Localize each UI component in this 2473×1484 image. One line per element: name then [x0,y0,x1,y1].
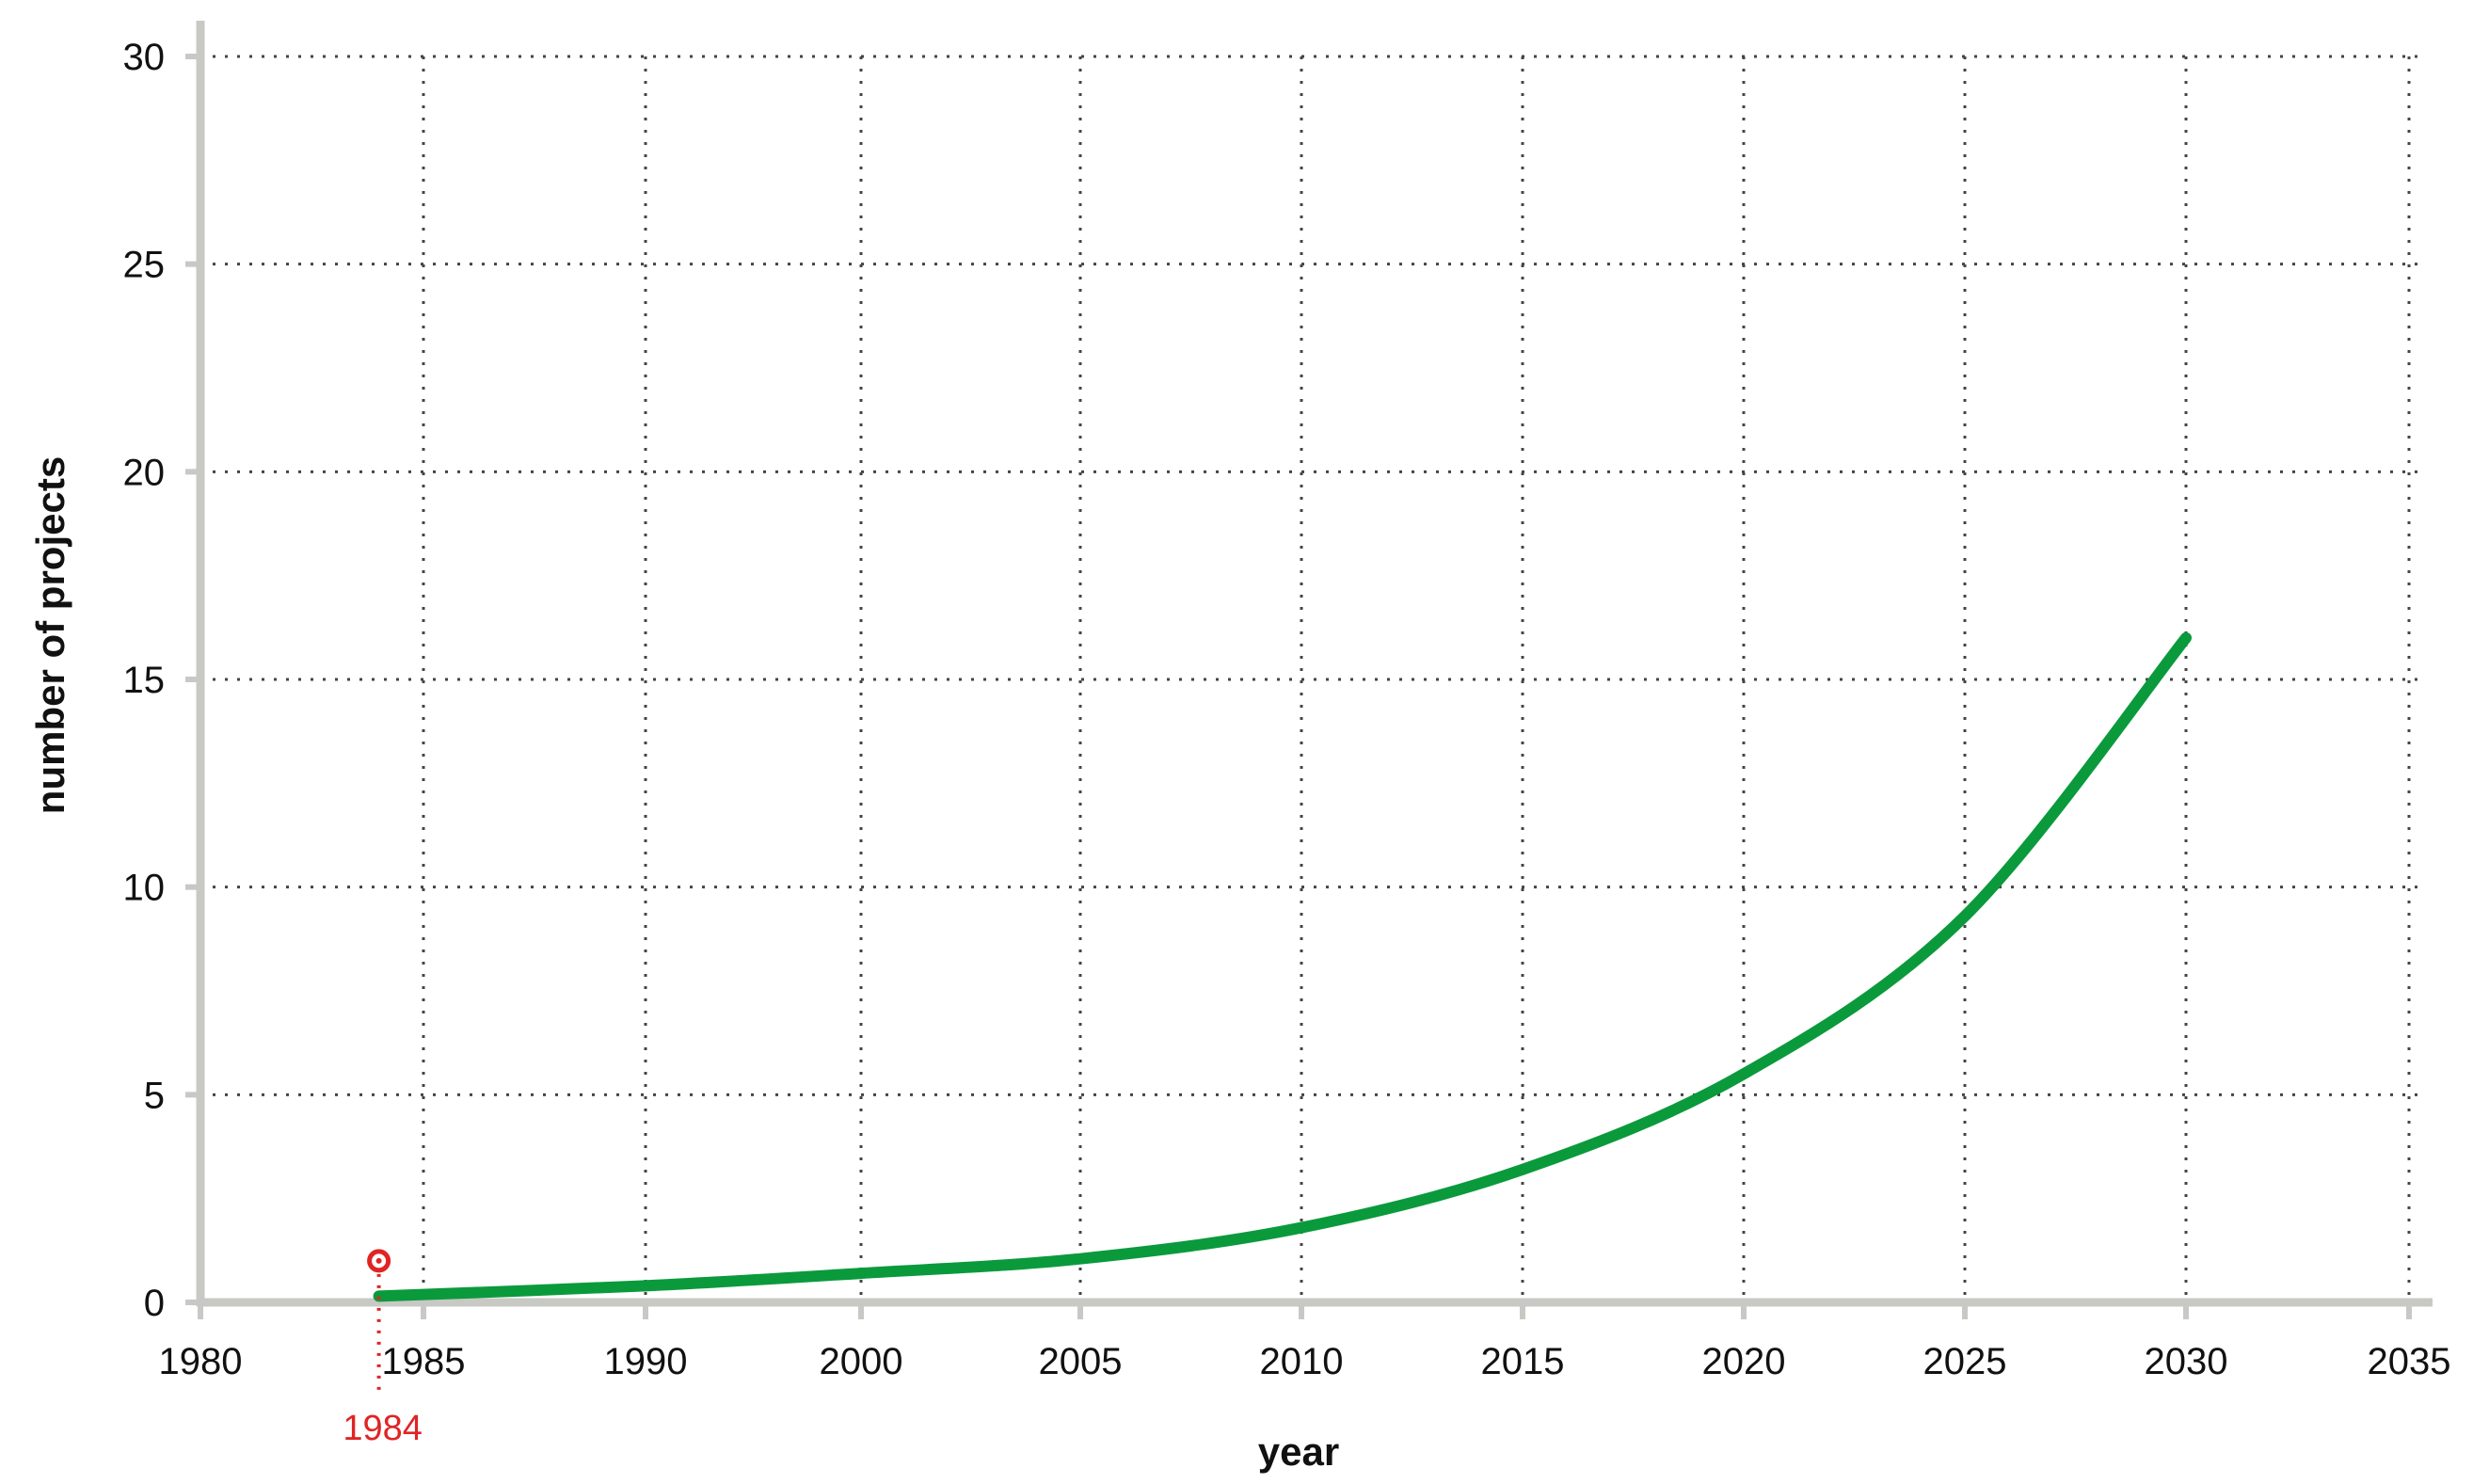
grid-lines [200,55,2425,1302]
y-tick-label-10: 10 [123,868,166,909]
x-tick-label-2005: 2005 [1039,1341,1123,1382]
x-tick-label-1980: 1980 [159,1341,243,1382]
y-tick-label-5: 5 [144,1075,165,1116]
x-tick-label-1990: 1990 [604,1341,688,1382]
y-tick-label-20: 20 [123,452,166,493]
x-tick-label-2035: 2035 [2368,1341,2451,1382]
x-tick-label-1985: 1985 [382,1341,466,1382]
x-axis-title: year [1258,1429,1339,1474]
x-tick-label-2000: 2000 [820,1341,903,1382]
x-tick-label-2015: 2015 [1481,1341,1565,1382]
y-tick-label-0: 0 [144,1283,165,1324]
y-axis-title: number of projects [28,456,72,814]
x-tick-label-2030: 2030 [2145,1341,2228,1382]
x-tick-label-2025: 2025 [1923,1341,2007,1382]
y-tick-label-30: 30 [123,37,166,78]
annotation-label-0: 1984 [343,1409,423,1448]
x-tick-label-2010: 2010 [1260,1341,1344,1382]
series-layer [373,631,2192,1302]
annotation-marker-dot-0 [375,1257,382,1264]
annotation-layer: 1984 [343,1249,423,1448]
axes [185,21,2433,1319]
y-tick-label-25: 25 [123,245,166,286]
x-tick-label-2020: 2020 [1702,1341,1786,1382]
series-line-0 [373,631,2192,1302]
y-tick-label-15: 15 [123,660,166,701]
